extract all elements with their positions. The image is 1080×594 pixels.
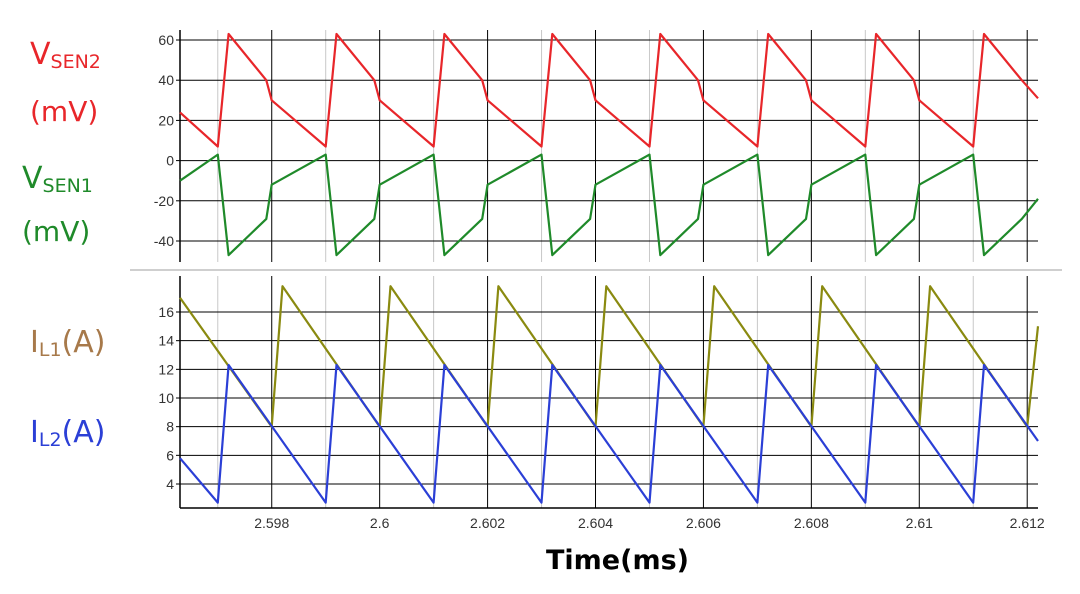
y-tick-label: 40 (158, 72, 174, 88)
x-tick-label: 2.608 (794, 515, 829, 531)
vsen2-label: VSEN2 (30, 37, 101, 73)
il1-label: IL1(A) (30, 325, 106, 361)
y-tick-label: 10 (158, 390, 174, 406)
x-tick-label: 2.6 (370, 515, 390, 531)
top-panel: 60 40 20 0 -20 -40 (154, 30, 1039, 262)
y-tick-label: -40 (154, 233, 174, 249)
y-tick-label: 12 (158, 361, 174, 377)
y-tick-label: 0 (166, 153, 174, 169)
y-tick-label: 16 (158, 304, 174, 320)
il2-label: IL2(A) (30, 415, 106, 451)
y-tick-label: 4 (166, 476, 174, 492)
x-tick-label: 2.604 (578, 515, 613, 531)
y-tick-label: 60 (158, 32, 174, 48)
y-tick-label: 6 (166, 447, 174, 463)
vsen1-label: VSEN1 (22, 161, 93, 197)
x-tick-label: 2.598 (254, 515, 289, 531)
x-tick-label: 2.602 (470, 515, 505, 531)
y-tick-label: -20 (154, 193, 174, 209)
x-tick-label: 2.61 (906, 515, 933, 531)
series-line-l2 (179, 363, 1039, 504)
y-tick-label: 14 (158, 333, 174, 349)
y-tick-label: 8 (166, 419, 174, 435)
x-tick-label: 2.612 (1010, 515, 1045, 531)
bottom-panel: 16 14 12 10 8 6 4 2.598 2.6 2.602 2.604 2.606 2.608 2… (158, 276, 1045, 531)
x-tick-label: 2.606 (686, 515, 721, 531)
vsen2-unit: (mV) (30, 95, 99, 128)
series-line-sen2 (179, 32, 1039, 148)
vsen1-unit: (mV) (22, 215, 91, 248)
y-tick-label: 20 (158, 112, 174, 128)
x-axis-title: Time(ms) (546, 545, 690, 576)
series-line-l1 (179, 285, 1040, 428)
series-line-sen1 (179, 153, 1039, 257)
